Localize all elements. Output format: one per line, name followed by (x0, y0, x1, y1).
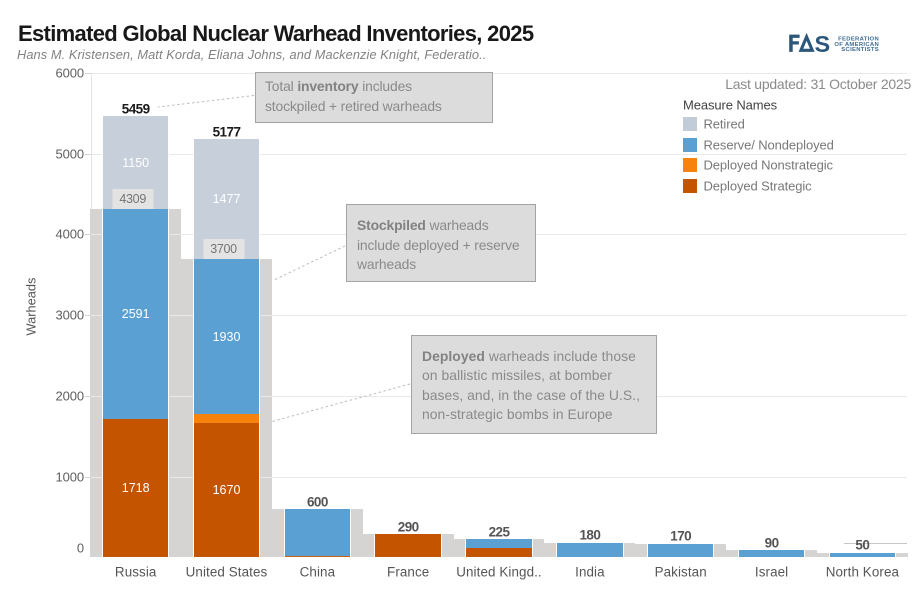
svg-text:FEDERATION: FEDERATION (838, 37, 879, 43)
svg-text:OF AMERICAN: OF AMERICAN (834, 42, 879, 48)
svg-text:S: S (815, 32, 831, 54)
svg-text:SCIENTISTS: SCIENTISTS (841, 47, 879, 53)
